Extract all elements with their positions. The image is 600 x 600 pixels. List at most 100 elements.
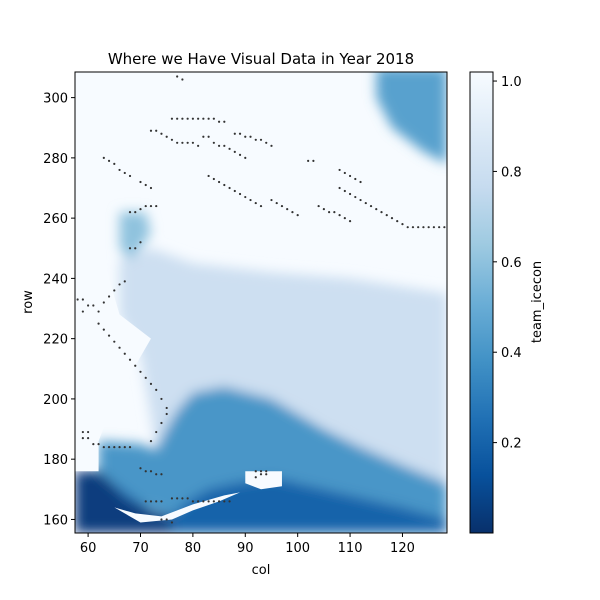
plot-area [75,72,447,533]
land-region [140,97,330,225]
x-axis-ticks: 60 70 80 90 100 110 120 [80,533,415,556]
observation-point [170,117,174,120]
observation-point [128,358,132,361]
observation-point [259,204,263,208]
observation-point [123,352,126,355]
observation-point [259,470,263,473]
observation-point [217,180,221,184]
observation-point [113,162,116,165]
observation-point [144,500,147,503]
observation-point [97,443,100,446]
observation-point [191,141,194,144]
observation-point [223,120,226,123]
observation-point [97,322,100,325]
observation-point [223,183,226,187]
observation-point [406,226,409,229]
observation-point [170,497,174,500]
observation-point [259,138,263,141]
observation-point [432,226,436,229]
observation-point [165,518,168,521]
observation-point [244,135,247,138]
observation-point [207,135,210,138]
colorbar-tick-label: 0.6 [501,256,522,271]
observation-point [202,117,205,120]
observation-point [280,204,284,208]
observation-point [134,247,137,250]
observation-point [228,186,231,190]
observation-point [149,500,153,503]
x-axis-label: col [252,563,271,578]
observation-point [160,473,163,476]
observation-point [144,204,147,208]
observation-point [97,310,100,313]
observation-point [212,117,215,120]
observation-point [191,117,194,120]
observation-point [113,289,116,292]
observation-point [333,211,336,214]
observation-point [265,473,268,476]
observation-point [113,340,116,343]
observation-point [81,298,84,301]
observation-point [254,476,257,479]
observation-point [144,183,147,187]
observation-point [181,78,184,81]
observation-point [401,223,404,226]
observation-point [81,430,84,434]
observation-point [396,220,399,223]
observation-point [270,198,273,202]
observation-point [438,226,441,229]
observation-point [118,346,121,349]
observation-point [254,138,257,141]
observation-point [338,186,341,190]
observation-point [238,153,242,156]
ice-region [119,212,151,261]
observation-point [81,310,84,313]
observation-point [176,75,179,78]
observation-point [186,497,189,500]
observation-point [76,298,79,301]
observation-point [160,421,163,425]
observation-point [348,192,352,196]
observation-point [113,446,116,449]
observation-point [343,171,346,175]
observation-point [128,174,132,178]
observation-point [139,467,142,470]
ice-region [98,386,447,520]
observation-point [275,201,278,205]
observation-point [296,214,299,217]
x-tick-label: 80 [185,541,202,556]
ice-region [119,248,447,484]
observation-point [233,189,236,193]
observation-point [165,406,168,410]
observation-point [102,328,105,331]
observation-point [186,117,189,120]
observation-point [123,171,126,175]
observation-point [134,364,137,367]
observation-point [128,211,132,214]
observation-point [359,198,362,202]
observation-point [265,470,268,473]
observation-point [207,117,210,120]
observation-point [160,397,163,401]
observation-point [217,120,221,123]
observation-point [259,473,263,476]
observation-point [191,500,194,503]
observation-point [118,446,121,449]
observation-point [155,204,158,208]
y-tick-label: 240 [43,272,68,287]
observation-point [354,177,357,181]
observation-point [202,500,205,503]
observation-point [233,150,236,153]
observation-point [244,156,247,159]
observation-point [86,436,90,440]
observation-point [81,436,84,440]
observation-point [212,500,215,503]
observation-point [343,189,346,193]
observation-point [369,204,373,208]
observation-point [176,141,179,144]
observation-point [139,241,142,244]
observation-point [322,207,325,211]
observation-point [249,198,252,202]
observation-point [364,201,367,205]
colorbar-label: team_icecon [530,261,545,343]
